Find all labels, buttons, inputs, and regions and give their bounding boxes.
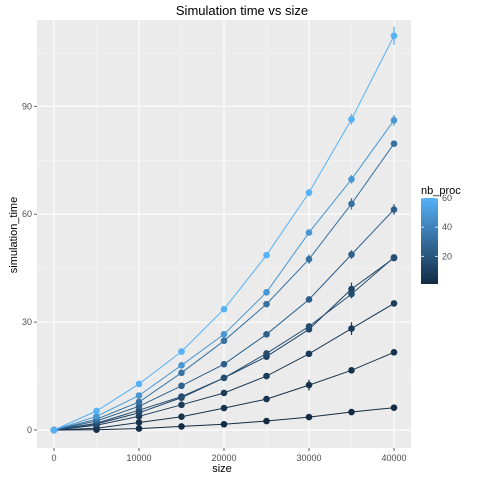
data-point xyxy=(178,393,185,400)
data-point xyxy=(93,413,100,420)
x-tick-label: 0 xyxy=(51,453,56,463)
data-point xyxy=(220,420,228,428)
data-point xyxy=(178,382,185,390)
data-point xyxy=(178,348,185,355)
data-point xyxy=(305,296,313,303)
data-point xyxy=(135,425,143,432)
data-point xyxy=(305,229,313,236)
chart-title: Simulation time vs size xyxy=(176,3,308,18)
data-point xyxy=(305,189,313,196)
data-point xyxy=(390,32,398,40)
y-tick-label: 30 xyxy=(22,317,32,327)
data-point xyxy=(348,176,355,183)
data-point xyxy=(135,419,143,426)
data-point xyxy=(348,290,355,298)
x-tick-label: 30000 xyxy=(296,453,321,463)
data-point xyxy=(220,404,228,412)
data-point xyxy=(178,369,185,377)
data-point xyxy=(220,305,228,313)
data-point xyxy=(263,395,270,403)
legend-tick-label: 40 xyxy=(442,222,452,232)
x-tick-label: 10000 xyxy=(126,453,151,463)
legend-colorbar xyxy=(421,198,438,284)
data-point xyxy=(220,337,228,345)
data-point xyxy=(305,413,313,421)
data-point xyxy=(348,408,355,416)
data-point xyxy=(305,255,313,263)
data-point xyxy=(390,254,398,261)
data-point xyxy=(220,389,228,397)
data-point xyxy=(348,285,355,293)
data-point xyxy=(178,401,185,409)
data-point xyxy=(348,251,355,258)
y-tick-label: 90 xyxy=(22,101,32,111)
data-point xyxy=(135,380,143,388)
data-point xyxy=(263,417,270,425)
data-point xyxy=(220,331,228,338)
legend-tick-label: 60 xyxy=(442,193,452,203)
data-point xyxy=(135,392,143,399)
y-axis-title: simulation_time xyxy=(8,197,20,273)
legend-tick-label: 20 xyxy=(442,251,452,261)
y-axis: 0 30 60 90 xyxy=(22,101,37,435)
y-tick-label: 60 xyxy=(22,209,32,219)
legend: nb_proc 20 40 60 xyxy=(421,185,461,284)
series-group xyxy=(50,26,398,434)
data-point xyxy=(220,374,228,382)
data-point xyxy=(348,367,355,374)
data-point xyxy=(178,361,185,369)
data-point xyxy=(348,325,355,332)
data-point xyxy=(305,381,313,389)
x-tick-label: 20000 xyxy=(211,453,236,463)
data-point xyxy=(263,350,270,357)
series-group xyxy=(50,140,398,434)
y-tick-label: 0 xyxy=(27,425,32,435)
data-point xyxy=(390,117,398,124)
data-point xyxy=(348,200,355,208)
data-point xyxy=(390,140,398,148)
series-layer xyxy=(50,26,398,434)
data-point xyxy=(305,350,313,358)
legend-title: nb_proc xyxy=(421,185,461,197)
data-point xyxy=(390,349,398,356)
x-axis: 0 10000 20000 30000 40000 xyxy=(51,448,407,463)
data-point xyxy=(263,288,270,296)
data-point xyxy=(348,115,355,123)
data-point xyxy=(178,423,185,430)
data-point xyxy=(50,426,58,434)
data-point xyxy=(305,323,313,330)
data-point xyxy=(263,331,270,338)
data-point xyxy=(263,372,270,380)
data-point xyxy=(390,300,398,307)
data-point xyxy=(93,407,100,415)
data-point xyxy=(135,398,143,406)
x-tick-label: 40000 xyxy=(381,453,406,463)
data-point xyxy=(220,360,228,368)
data-point xyxy=(178,413,185,421)
x-axis-title: size xyxy=(212,463,232,475)
data-point xyxy=(390,206,398,213)
data-point xyxy=(263,251,270,259)
data-point xyxy=(390,404,398,412)
data-point xyxy=(263,300,270,308)
